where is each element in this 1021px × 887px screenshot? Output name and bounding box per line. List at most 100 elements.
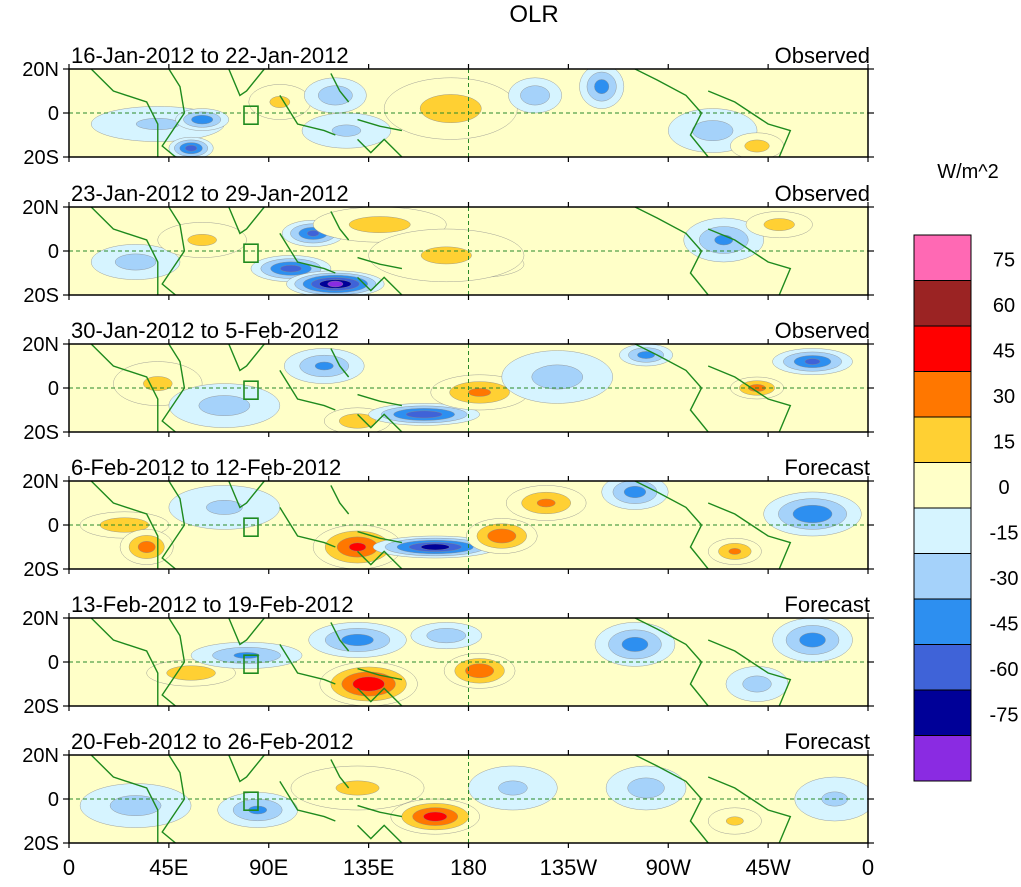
anomaly-contour: [520, 85, 550, 106]
anomaly-contour: [137, 541, 156, 553]
olr-panel: 20N 0 20S 23-Jan-2012 to 29-Jan-2012 Observe…: [22, 181, 874, 307]
coastline: [279, 507, 336, 548]
coastline: [707, 639, 792, 706]
anomaly-contour: [531, 364, 584, 390]
anomaly-contour: [198, 395, 251, 416]
coastlines: [90, 618, 792, 706]
coastline: [330, 759, 350, 789]
anomaly-contour: [744, 139, 770, 153]
colorbar-label: -30: [990, 568, 1019, 590]
coastline: [634, 344, 709, 432]
coastline: [90, 69, 159, 157]
anomaly-contour: [621, 637, 649, 652]
colorbar-label: 60: [993, 295, 1015, 317]
panel-period-label: 6-Feb-2012 to 12-Feb-2012: [71, 455, 341, 480]
coastline: [279, 233, 336, 274]
anomaly-contour: [280, 264, 302, 273]
x-tick-label: 90W: [646, 855, 691, 880]
y-tick-label: 20N: [22, 59, 59, 81]
olr-panel: 20N 0 20S 20-Feb-2012 to 26-Feb-2012 Forecas…: [22, 729, 874, 855]
x-tick-label: 0: [63, 855, 75, 880]
y-tick-label: 0: [48, 378, 59, 400]
anomaly-contour: [792, 505, 833, 524]
coastline: [634, 69, 709, 157]
x-tick-label: 0: [862, 855, 874, 880]
anomaly-contour: [191, 114, 214, 125]
colorbar-label: 45: [993, 341, 1015, 363]
coastline: [707, 90, 792, 157]
panel-period-label: 16-Jan-2012 to 22-Jan-2012: [71, 43, 349, 68]
y-tick-label: 20S: [23, 833, 59, 855]
coastline: [357, 393, 403, 407]
coastline: [90, 618, 159, 706]
y-tick-label: 0: [48, 241, 59, 263]
colorbar-swatch: [913, 280, 972, 327]
x-axis: 0 45E 90E 135E 180 135W 90W 45W 0: [63, 855, 874, 880]
colorbar-swatch: [913, 689, 972, 736]
anomaly-contour: [307, 230, 320, 237]
x-tick-label: 45E: [149, 855, 188, 880]
panel-period-label: 13-Feb-2012 to 19-Feb-2012: [71, 592, 354, 617]
anomaly-contour: [352, 676, 385, 692]
olr-panel: 20N 0 20S 30-Jan-2012 to 5-Feb-2012 Observed: [22, 318, 874, 444]
coastline: [228, 344, 265, 372]
panel-kind-label: Forecast: [784, 592, 870, 617]
anomaly-contour: [327, 280, 344, 288]
colorbar: W/m^2 75 60 45 30 15 0 -15 -30 -45 -60 -75: [913, 161, 1019, 782]
anomaly-contour: [348, 216, 411, 233]
coastline: [279, 370, 336, 411]
coastline: [330, 485, 350, 515]
colorbar-label: 30: [993, 386, 1015, 408]
coastline: [228, 207, 265, 235]
y-tick-label: 20N: [22, 471, 59, 493]
anomaly-contour: [109, 795, 162, 816]
coastlines: [90, 207, 792, 295]
coastline: [357, 276, 403, 295]
coastline: [90, 481, 159, 569]
anomaly-contour: [763, 218, 795, 231]
y-tick-label: 20S: [23, 696, 59, 718]
y-tick-label: 0: [48, 652, 59, 674]
region-box: [243, 105, 259, 125]
region-box: [243, 654, 259, 675]
coastline: [634, 618, 709, 706]
colorbar-swatch: [913, 234, 972, 281]
coastline: [357, 256, 403, 270]
region-box: [243, 380, 259, 401]
anomaly-contour: [348, 542, 367, 552]
y-tick-label: 20S: [23, 147, 59, 169]
anomaly-contour: [728, 548, 742, 555]
panel-period-label: 23-Jan-2012 to 29-Jan-2012: [71, 181, 349, 206]
coastline: [330, 622, 350, 652]
anomaly-contour: [725, 816, 744, 826]
colorbar-label: -15: [990, 523, 1019, 545]
anomaly-contour: [420, 246, 472, 265]
colorbar-swatch: [913, 416, 972, 463]
anomaly-field: [79, 481, 862, 569]
coastline: [90, 207, 159, 295]
region-box: [243, 791, 259, 812]
anomaly-field: [90, 69, 784, 157]
coastline: [90, 755, 159, 843]
coastline: [634, 755, 709, 843]
coastline: [634, 481, 709, 569]
coastlines: [90, 755, 792, 843]
colorbar-swatch: [913, 735, 972, 782]
coastline: [707, 776, 792, 843]
anomaly-contour: [498, 780, 528, 796]
y-tick-label: 20N: [22, 334, 59, 356]
colorbar-label: 0: [998, 477, 1009, 499]
anomaly-contour: [536, 498, 556, 508]
anomaly-contour: [405, 410, 443, 419]
anomaly-contour: [637, 351, 655, 359]
colorbar-swatch: [913, 462, 972, 509]
anomaly-contour: [318, 85, 353, 106]
anomaly-contour: [341, 634, 374, 646]
coastlines: [90, 344, 792, 432]
coastline: [357, 530, 403, 544]
anomaly-contour: [799, 632, 826, 648]
anomaly-contour: [423, 811, 448, 822]
x-tick-label: 180: [450, 855, 487, 880]
colorbar-label: -60: [990, 659, 1019, 681]
